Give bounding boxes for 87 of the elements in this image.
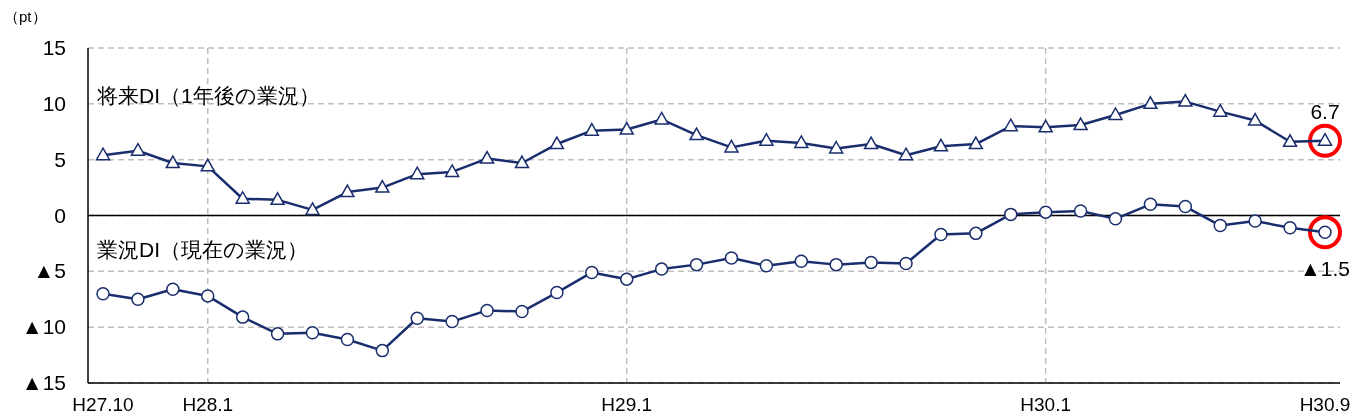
point (201, 289, 215, 303)
point (340, 184, 355, 198)
point (1213, 103, 1228, 117)
point (410, 311, 424, 325)
annotation: 6.7 (1310, 99, 1340, 123)
y-axis-title: （pt） (4, 8, 47, 25)
point (480, 303, 494, 318)
point (1073, 204, 1088, 218)
point (619, 272, 634, 286)
x-tick-label: H27.10 (72, 394, 134, 414)
point (934, 227, 948, 242)
y-tick-label: 0 (54, 203, 66, 227)
point (165, 155, 181, 169)
point (724, 139, 739, 153)
point (514, 155, 530, 169)
point (479, 150, 495, 164)
point (270, 192, 285, 206)
point (95, 147, 111, 161)
y-tick-label: ▲10 (21, 315, 66, 339)
point (445, 314, 459, 329)
point (515, 304, 529, 319)
point (863, 136, 879, 150)
y-tick-label: 15 (42, 36, 66, 59)
y-tick-label: 10 (42, 91, 66, 115)
point (759, 259, 774, 273)
point (689, 127, 704, 141)
point (689, 257, 704, 272)
point (305, 326, 320, 340)
point (1038, 205, 1053, 219)
y-tick-label: 5 (54, 147, 66, 171)
point (235, 310, 250, 324)
point (724, 251, 739, 265)
point (759, 132, 774, 146)
point (305, 202, 320, 216)
point (899, 256, 913, 271)
point (829, 257, 843, 272)
point (1283, 221, 1297, 235)
point (1073, 117, 1088, 131)
x-tick-label: H30.9 (1299, 394, 1351, 414)
x-tick-label: H29.1 (601, 394, 653, 414)
point (1178, 93, 1193, 107)
point (1143, 197, 1158, 212)
point (619, 121, 634, 135)
point (375, 179, 390, 193)
point (828, 140, 844, 154)
point (654, 262, 669, 276)
point (584, 122, 600, 136)
point (933, 138, 949, 152)
x-tick-label: H28.1 (182, 394, 234, 414)
point (864, 255, 878, 270)
point (409, 166, 425, 180)
point (375, 343, 390, 358)
point (131, 292, 145, 306)
point (270, 327, 285, 341)
point (1178, 199, 1193, 214)
point (1143, 96, 1158, 110)
point (1038, 119, 1053, 133)
point (130, 142, 146, 156)
point (235, 191, 250, 204)
point (585, 265, 599, 280)
point (1282, 134, 1298, 148)
point (968, 136, 984, 150)
annotation: ▲1.5 (1299, 257, 1350, 281)
point (794, 254, 809, 269)
point (794, 135, 809, 149)
series-label: 将来DI（1年後の業況） (96, 84, 320, 108)
y-tick-label: ▲15 (21, 371, 66, 394)
point (898, 147, 914, 161)
point (200, 158, 215, 172)
point (549, 136, 565, 150)
point (969, 226, 983, 241)
point (96, 286, 110, 301)
point (1213, 218, 1227, 233)
point (166, 282, 180, 296)
point (444, 164, 460, 178)
point (550, 285, 564, 300)
point (340, 332, 355, 347)
y-tick-label: ▲5 (33, 259, 66, 283)
point (654, 111, 669, 125)
point (1108, 107, 1123, 121)
point (1004, 207, 1018, 222)
point (1248, 214, 1262, 228)
series-label: 業況DI（現在の業況） (97, 237, 308, 261)
point (1108, 212, 1123, 226)
point (1003, 118, 1019, 132)
x-tick-label: H30.1 (1020, 394, 1072, 414)
point (1247, 112, 1263, 126)
